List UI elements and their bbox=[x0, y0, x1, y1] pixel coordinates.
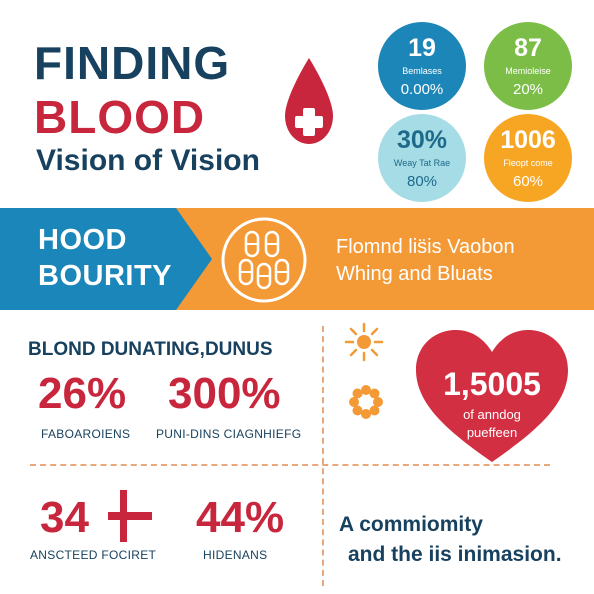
stat-value-1: 26% bbox=[38, 369, 127, 418]
vertical-divider bbox=[322, 326, 324, 586]
stat-circle-3: 30% Weay Tat Rae 80% bbox=[378, 114, 466, 202]
heart-label-line-2: pueffeen bbox=[466, 425, 518, 440]
stat-value-2: 300% bbox=[168, 369, 281, 418]
stat-label-2: PUNI-DINS CIAGNHIEFG bbox=[156, 427, 302, 441]
subtitle: Vision of Vision bbox=[36, 144, 260, 177]
circle-label: Fleopt come bbox=[503, 158, 553, 168]
stat-value-3: 34 bbox=[40, 493, 89, 542]
circle-label: Memioleise bbox=[505, 66, 551, 76]
band-title-line-1: HOOD bbox=[38, 224, 127, 256]
circle-number: 30% bbox=[396, 126, 448, 154]
flower-icon bbox=[349, 385, 383, 419]
circle-label: Weay Tat Rae bbox=[393, 158, 451, 168]
heart-icon bbox=[416, 330, 568, 462]
circle-percent: 60% bbox=[512, 173, 544, 190]
horizontal-divider bbox=[30, 464, 550, 466]
plus-icon bbox=[108, 490, 152, 542]
circle-number: 19 bbox=[408, 34, 436, 62]
heart-label-line-1: of anndog bbox=[463, 407, 521, 422]
stat-label-4: HIDENANS bbox=[203, 548, 268, 562]
band-text-line-1: Flomnd lis̈is Vaobon bbox=[336, 236, 515, 258]
circle-number: 1006 bbox=[500, 126, 556, 154]
stat-label-1: FABOAROIENS bbox=[41, 427, 131, 441]
heart-number: 1,5005 bbox=[443, 366, 541, 402]
stat-circle-2: 87 Memioleise 20% bbox=[484, 22, 572, 110]
stat-label-3: ANSCTEED FOCIRET bbox=[30, 548, 157, 562]
title-line-1: FINDING bbox=[34, 37, 231, 89]
circle-percent: 80% bbox=[406, 173, 438, 190]
title-line-2: BLOOD bbox=[34, 91, 206, 143]
stat-circle-1: 19 Bemlases 0.00% bbox=[378, 22, 466, 110]
circle-percent: 20% bbox=[512, 81, 544, 98]
band-title-line-2: BOURITY bbox=[38, 260, 172, 292]
circle-percent: 0.00% bbox=[400, 81, 444, 98]
bottom-text-line-2: and the iis inimasion. bbox=[348, 543, 562, 566]
pills-icon bbox=[221, 217, 307, 303]
stat-circle-4: 1006 Fleopt come 60% bbox=[484, 114, 572, 202]
stat-value-4: 44% bbox=[196, 493, 285, 542]
band-text-line-2: Whing and Bluats bbox=[336, 263, 493, 285]
bottom-text-line-1: A commiomity bbox=[339, 513, 483, 536]
section-title: BLOND DUNATING,DUNUS bbox=[28, 339, 273, 360]
blood-drop-icon bbox=[285, 58, 333, 144]
circle-label: Bemlases bbox=[402, 66, 442, 76]
sun-icon bbox=[344, 322, 384, 362]
circle-number: 87 bbox=[514, 34, 542, 62]
band-arrow bbox=[0, 208, 212, 310]
